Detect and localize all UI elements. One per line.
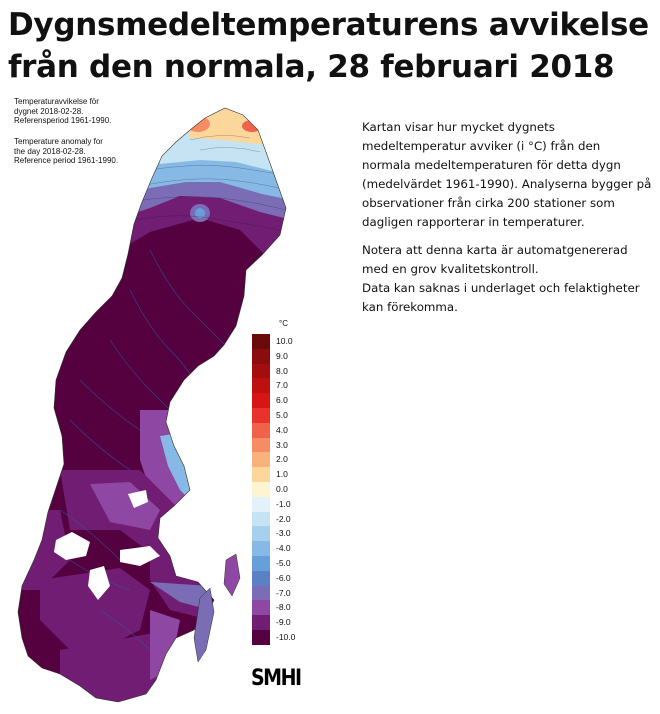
legend-swatch	[252, 585, 270, 601]
legend-label: 0.0	[276, 484, 288, 494]
legend-item: -6.0	[252, 570, 312, 586]
legend-item: 9.0	[252, 348, 312, 364]
anomaly-patch-minus5	[195, 208, 205, 218]
legend-swatch	[252, 348, 270, 364]
legend-swatch	[252, 422, 270, 438]
legend-label: 5.0	[276, 410, 288, 420]
oland-island	[193, 587, 215, 663]
legend-item: -5.0	[252, 556, 312, 571]
legend-label: -6.0	[276, 572, 291, 583]
legend-label: 4.0	[276, 424, 288, 435]
legend-label: -9.0	[276, 617, 291, 628]
legend-swatch	[252, 408, 270, 423]
legend-label: 7.0	[276, 380, 288, 391]
legend-label: 10.0	[276, 336, 293, 346]
legend-swatch	[252, 363, 270, 379]
legend-label: 9.0	[276, 350, 288, 361]
legend-swatch	[252, 437, 270, 453]
description-paragraph-2: Notera att denna karta är automatgenerer…	[362, 243, 640, 314]
legend-swatch	[252, 570, 270, 586]
legend-label: -8.0	[276, 602, 291, 613]
legend-swatch	[252, 482, 270, 497]
legend-label: 1.0	[276, 469, 288, 480]
anomaly-patch-plus4	[242, 120, 262, 132]
legend-label: -4.0	[276, 543, 291, 554]
page-title: Dygnsmedeltemperaturens avvikelse från d…	[8, 7, 649, 85]
legend-item: 0.0	[252, 482, 312, 497]
legend-item: -2.0	[252, 511, 312, 527]
legend-label: -3.0	[276, 528, 291, 539]
legend-swatch	[252, 467, 270, 482]
legend-swatch	[252, 334, 270, 349]
legend-swatch	[252, 452, 270, 468]
legend-item: -9.0	[252, 615, 312, 630]
legend: °C 10.0 9.0 8.0 7.0 6.0 5.0 4.0 3.0 2.0 1.0 0.0 -1.…	[252, 316, 312, 656]
legend-label: -7.0	[276, 587, 291, 598]
legend-swatch	[252, 600, 270, 616]
legend-swatch	[252, 393, 270, 408]
gotland-island	[223, 553, 241, 597]
map-caption-english: Temperature anomaly for the day 2018-02-…	[14, 137, 119, 165]
legend-swatch	[252, 511, 270, 527]
legend-label: 3.0	[276, 439, 288, 450]
legend-swatch	[252, 556, 270, 571]
legend-label: 2.0	[276, 454, 288, 465]
smhi-logo: SMHI	[251, 665, 302, 691]
sweden-map	[17, 107, 287, 703]
anomaly-field-minus9-skane	[60, 630, 170, 702]
legend-item: -3.0	[252, 526, 312, 542]
anomaly-field-minus7-east	[150, 582, 210, 610]
legend-label: -1.0	[276, 498, 291, 509]
legend-item: -7.0	[252, 585, 312, 601]
legend-item: 7.0	[252, 378, 312, 394]
legend-item: 2.0	[252, 452, 312, 468]
legend-item: 1.0	[252, 467, 312, 482]
lakes	[54, 490, 160, 600]
legend-label: -2.0	[276, 513, 291, 524]
legend-item: 10.0	[252, 334, 312, 349]
description: Kartan visar hur mycket dygnets medeltem…	[362, 118, 652, 326]
legend-label: 6.0	[276, 395, 288, 406]
map-caption-swedish: Temperaturavvikelse för dygnet 2018-02-2…	[14, 97, 112, 125]
sweden-outline	[17, 107, 287, 703]
legend-label: -5.0	[276, 558, 291, 568]
legend-item: 4.0	[252, 422, 312, 438]
legend-label: -10.0	[276, 632, 296, 642]
legend-item: 8.0	[252, 363, 312, 379]
legend-item: -8.0	[252, 600, 312, 616]
description-paragraph-1: Kartan visar hur mycket dygnets medeltem…	[362, 120, 652, 229]
legend-item: -10.0	[252, 630, 312, 645]
legend-item: -4.0	[252, 541, 312, 556]
legend-swatch	[252, 378, 270, 394]
anomaly-map: Temperaturavvikelse för dygnet 2018-02-2…	[0, 90, 350, 710]
anomaly-field-minus8-southeast	[150, 610, 180, 680]
legend-item: -1.0	[252, 496, 312, 512]
anomaly-patch-plus3	[186, 116, 210, 132]
legend-swatch	[252, 541, 270, 556]
legend-swatch	[252, 615, 270, 630]
legend-item: 3.0	[252, 437, 312, 453]
legend-item: 6.0	[252, 393, 312, 408]
anomaly-field-minus9-south	[40, 568, 150, 650]
legend-unit: °C	[279, 319, 288, 328]
legend-swatch	[252, 630, 270, 645]
legend-item: 5.0	[252, 408, 312, 423]
legend-label: 8.0	[276, 365, 288, 376]
legend-swatch	[252, 496, 270, 512]
legend-swatch	[252, 526, 270, 542]
